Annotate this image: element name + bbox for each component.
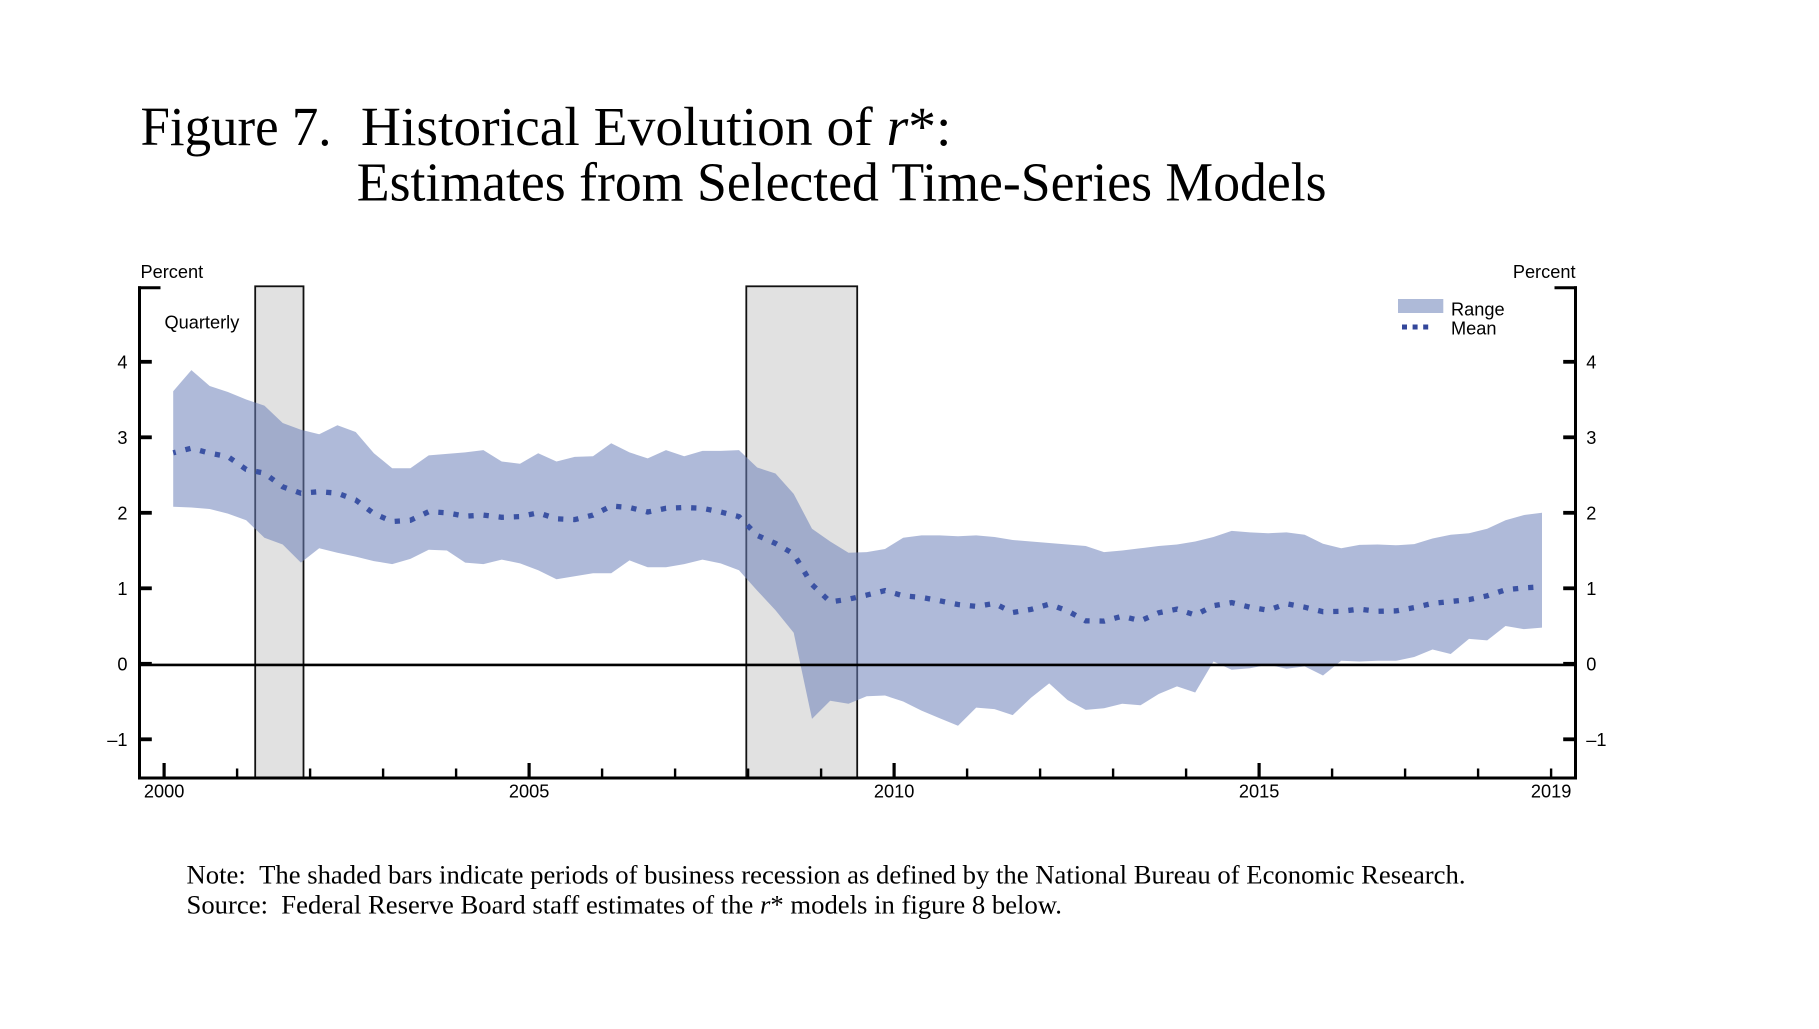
svg-text:Quarterly: Quarterly (165, 313, 241, 333)
svg-text:2005: 2005 (509, 782, 549, 802)
svg-text:Note: The shaded bars indicat: Note: The shaded bars indicate periods o… (187, 860, 1466, 889)
svg-text:2015: 2015 (1239, 782, 1279, 802)
svg-text:Estimates from Selected Time-S: Estimates from Selected Time-Series Mode… (357, 152, 1327, 213)
svg-text:1: 1 (117, 579, 127, 599)
svg-text:3: 3 (117, 428, 127, 448)
svg-text:–1: –1 (107, 730, 127, 750)
svg-text:Range: Range (1451, 300, 1505, 320)
svg-text:2010: 2010 (874, 782, 914, 802)
svg-text:4: 4 (1586, 352, 1596, 372)
svg-text:1: 1 (1586, 579, 1596, 599)
svg-text:2: 2 (1586, 503, 1596, 523)
svg-text:3: 3 (1586, 428, 1596, 448)
svg-text:0: 0 (117, 654, 127, 674)
svg-text:Percent: Percent (1513, 262, 1576, 282)
svg-text:Source: Federal Reserve Board: Source: Federal Reserve Board staff esti… (187, 891, 1063, 920)
svg-text:4: 4 (117, 352, 127, 372)
svg-text:Historical Evolution of r*:: Historical Evolution of r*: (361, 97, 952, 158)
svg-text:2: 2 (117, 503, 127, 523)
svg-text:–1: –1 (1586, 730, 1606, 750)
svg-text:Figure 7.: Figure 7. (141, 97, 332, 158)
svg-text:Percent: Percent (141, 262, 204, 282)
svg-text:2000: 2000 (144, 782, 184, 802)
svg-text:2019: 2019 (1531, 782, 1571, 802)
svg-text:0: 0 (1586, 654, 1596, 674)
svg-text:Mean: Mean (1451, 319, 1497, 339)
